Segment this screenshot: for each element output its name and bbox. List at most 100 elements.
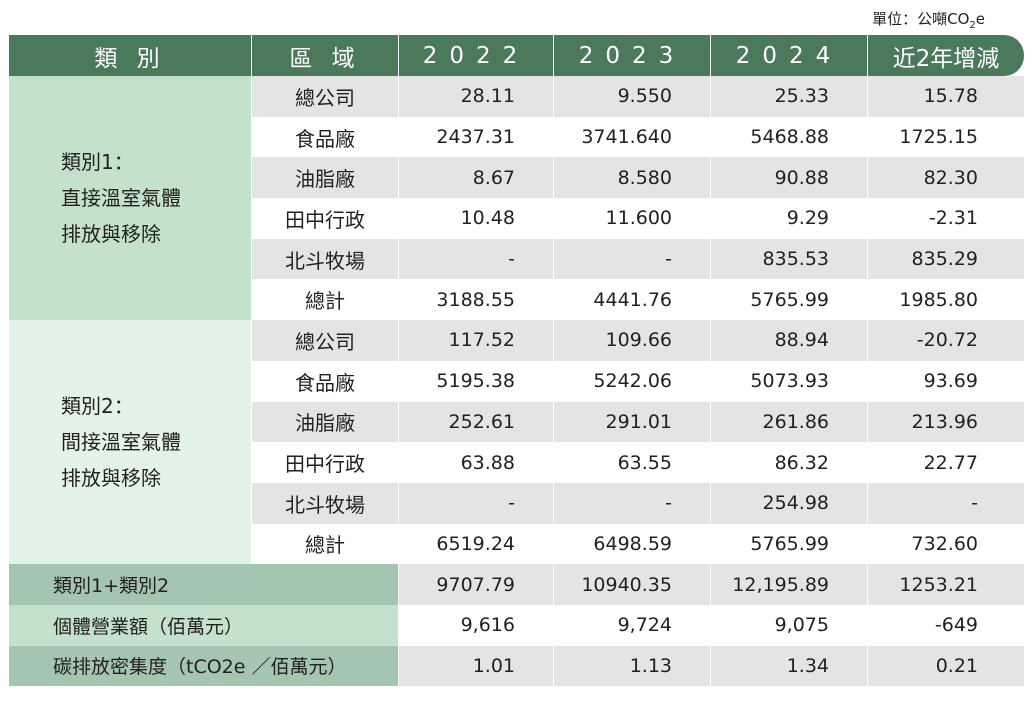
value-change: -	[868, 482, 1024, 524]
value-2024: 88.94	[711, 320, 868, 361]
value-2024: 5073.93	[711, 360, 868, 402]
value-2022: -	[399, 238, 554, 280]
region-cell: 總公司	[252, 320, 399, 361]
value-2022: -	[399, 482, 554, 524]
value-change: 1985.80	[868, 279, 1024, 321]
value-2024: 261.86	[711, 401, 868, 443]
table-row: 田中行政 63.88 63.55 86.32 22.77	[9, 442, 1024, 483]
table-row: 食品廠 5195.38 5242.06 5073.93 93.69	[9, 360, 1024, 402]
intensity-label: 碳排放密集度（tCO2e ／佰萬元）	[9, 645, 399, 687]
intensity-row: 碳排放密集度（tCO2e ／佰萬元） 1.01 1.13 1.34 0.21	[9, 645, 1024, 687]
value-2023: 291.01	[554, 401, 711, 443]
value-2023: 11.600	[554, 198, 711, 239]
header-region: 區 域	[252, 35, 399, 76]
value-2024: 86.32	[711, 442, 868, 483]
value-2023: 9,724	[554, 604, 711, 646]
value-2023: 5242.06	[554, 360, 711, 402]
value-2022: 2437.31	[399, 116, 554, 158]
value-2022: 6519.24	[399, 523, 554, 565]
value-2022: 252.61	[399, 401, 554, 443]
value-2023: -	[554, 238, 711, 280]
region-cell: 總計	[252, 279, 399, 321]
value-2022: 1.01	[399, 645, 554, 687]
value-2024: 9,075	[711, 604, 868, 646]
value-2023: 3741.640	[554, 116, 711, 158]
value-2022: 117.52	[399, 320, 554, 361]
value-2022: 9707.79	[399, 564, 554, 605]
value-2023: 4441.76	[554, 279, 711, 321]
value-2022: 63.88	[399, 442, 554, 483]
value-change: 22.77	[868, 442, 1024, 483]
value-2023: 10940.35	[554, 564, 711, 605]
region-cell: 食品廠	[252, 116, 399, 158]
value-2024: 12,195.89	[711, 564, 868, 605]
region-cell: 總計	[252, 523, 399, 565]
value-change: 835.29	[868, 238, 1024, 280]
summary-label: 類別1+類別2	[9, 564, 399, 605]
value-2023: 9.550	[554, 76, 711, 117]
region-cell: 田中行政	[252, 442, 399, 483]
revenue-label: 個體營業額（佰萬元）	[9, 604, 399, 646]
value-change: 732.60	[868, 523, 1024, 565]
category2-label: 類別2： 間接溫室氣體 排放與移除	[9, 320, 252, 565]
value-2024: 9.29	[711, 198, 868, 239]
value-2022: 28.11	[399, 76, 554, 117]
value-2023: 8.580	[554, 157, 711, 199]
value-change: 15.78	[868, 76, 1024, 117]
value-2024: 835.53	[711, 238, 868, 280]
value-2024: 1.34	[711, 645, 868, 687]
value-2022: 5195.38	[399, 360, 554, 402]
region-cell: 北斗牧場	[252, 482, 399, 524]
table-header: 類 別 區 域 2022 2023 2024 近2年增減	[9, 35, 1024, 76]
revenue-row: 個體營業額（佰萬元） 9,616 9,724 9,075 -649	[9, 604, 1024, 646]
table-row: 總計 6519.24 6498.59 5765.99 732.60	[9, 523, 1024, 565]
value-2024: 25.33	[711, 76, 868, 117]
table-row: 類別1： 直接溫室氣體 排放與移除 總公司 28.11 9.550 25.33 …	[9, 76, 1024, 321]
value-2024: 254.98	[711, 482, 868, 524]
table-row: 北斗牧場 - - 254.98 -	[9, 482, 1024, 524]
table-row: 食品廠 2437.31 3741.640 5468.88 1725.15	[9, 116, 1024, 158]
table-row: 田中行政 10.48 11.600 9.29 -2.31	[9, 198, 1024, 239]
value-2024: 90.88	[711, 157, 868, 199]
table-row: 總計 3188.55 4441.76 5765.99 1985.80	[9, 279, 1024, 321]
value-2023: -	[554, 482, 711, 524]
value-2023: 109.66	[554, 320, 711, 361]
value-2023: 63.55	[554, 442, 711, 483]
unit-label: 單位：公噸CO2e	[872, 10, 985, 31]
value-change: -649	[868, 604, 1024, 646]
value-2022: 10.48	[399, 198, 554, 239]
header-2022: 2022	[399, 35, 554, 76]
table-row: 類別2： 間接溫室氣體 排放與移除 總公司 117.52 109.66 88.9…	[9, 320, 1024, 565]
value-2024: 5765.99	[711, 279, 868, 321]
region-cell: 油脂廠	[252, 401, 399, 443]
region-cell: 食品廠	[252, 360, 399, 402]
value-change: 82.30	[868, 157, 1024, 199]
value-2024: 5765.99	[711, 523, 868, 565]
value-2024: 5468.88	[711, 116, 868, 158]
value-2022: 8.67	[399, 157, 554, 199]
value-change: 213.96	[868, 401, 1024, 443]
emissions-table: 類 別 區 域 2022 2023 2024 近2年增減 類別1： 直接溫室氣體…	[9, 35, 1024, 687]
region-cell: 油脂廠	[252, 157, 399, 199]
value-2022: 9,616	[399, 604, 554, 646]
value-change: 0.21	[868, 645, 1024, 687]
value-change: 1725.15	[868, 116, 1024, 158]
value-2022: 3188.55	[399, 279, 554, 321]
header-category: 類 別	[9, 35, 252, 76]
value-change: -20.72	[868, 320, 1024, 361]
header-change: 近2年增減	[868, 35, 1024, 76]
value-2023: 1.13	[554, 645, 711, 687]
region-cell: 總公司	[252, 76, 399, 117]
summary-row: 類別1+類別2 9707.79 10940.35 12,195.89 1253.…	[9, 564, 1024, 605]
value-change: 93.69	[868, 360, 1024, 402]
header-2024: 2024	[711, 35, 868, 76]
value-change: 1253.21	[868, 564, 1024, 605]
value-change: -2.31	[868, 198, 1024, 239]
category1-label: 類別1： 直接溫室氣體 排放與移除	[9, 76, 252, 321]
table-row: 油脂廠 252.61 291.01 261.86 213.96	[9, 401, 1024, 443]
value-2023: 6498.59	[554, 523, 711, 565]
region-cell: 田中行政	[252, 198, 399, 239]
header-2023: 2023	[554, 35, 711, 76]
table-row: 油脂廠 8.67 8.580 90.88 82.30	[9, 157, 1024, 199]
region-cell: 北斗牧場	[252, 238, 399, 280]
